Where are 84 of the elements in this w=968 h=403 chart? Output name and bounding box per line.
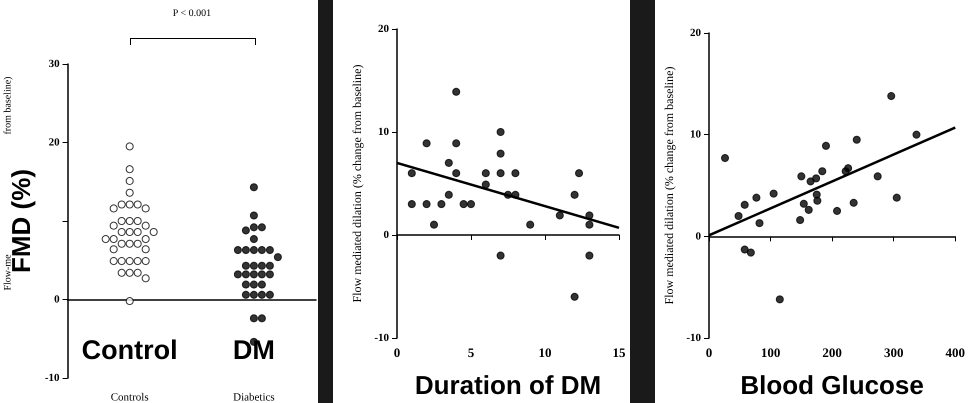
- point: [452, 88, 460, 96]
- point: [511, 169, 520, 178]
- y-tick-label: 10: [378, 126, 390, 138]
- point: [797, 172, 806, 180]
- text: P < 0.001: [172, 8, 212, 19]
- point: [452, 169, 460, 178]
- point: [770, 190, 778, 198]
- point: [874, 172, 882, 180]
- point: [482, 169, 490, 178]
- point: [818, 167, 826, 176]
- annotation: DM: [232, 335, 275, 366]
- point: [444, 158, 453, 167]
- y-tick-label: -10: [374, 332, 390, 344]
- point: [496, 252, 505, 260]
- point: [806, 177, 815, 186]
- annotation: Control: [82, 335, 178, 366]
- point: [813, 196, 822, 205]
- x-tick-label: 400: [946, 345, 965, 360]
- point: [721, 154, 730, 162]
- point: [804, 206, 813, 214]
- point: [892, 194, 901, 202]
- point: [422, 200, 431, 208]
- point: [408, 200, 416, 208]
- y-tick-label: 20: [690, 27, 702, 39]
- point: [467, 200, 475, 208]
- y-tick-label: 30: [48, 58, 60, 70]
- point: [752, 194, 760, 202]
- point: [585, 220, 594, 229]
- point: [482, 180, 490, 189]
- point: [575, 169, 584, 178]
- y-tick-label: -10: [686, 332, 702, 344]
- point: [570, 292, 579, 301]
- point: [496, 169, 505, 178]
- point: [746, 248, 755, 257]
- point: [430, 220, 438, 229]
- point: [833, 206, 842, 215]
- point: [556, 211, 564, 220]
- point: [570, 190, 579, 199]
- x-tick-label: 300: [884, 345, 904, 360]
- x-tick-label: 15: [612, 345, 626, 360]
- x-tick-label: Diabetics: [233, 392, 275, 403]
- x-axis-title: Blood Glucose: [740, 370, 924, 400]
- point: [776, 295, 784, 304]
- x-tick-label: 0: [706, 345, 712, 360]
- point: [496, 150, 505, 158]
- y-tick-label: 20: [48, 136, 60, 148]
- point: [812, 174, 820, 182]
- y-tick-label: 10: [690, 128, 702, 141]
- x-tick-label: 0: [394, 345, 400, 360]
- point: [850, 198, 858, 207]
- y-tick-label: 0: [696, 230, 702, 242]
- point: [437, 200, 446, 208]
- x-tick-label: 100: [760, 345, 780, 360]
- y-axis-title: Flow mediated dilation (% change from baseline): [662, 66, 676, 304]
- point: [444, 190, 453, 199]
- point: [452, 139, 460, 148]
- x-axis-title: Duration of DM: [414, 370, 602, 400]
- x-tick-label: Controls: [110, 392, 149, 403]
- point: [852, 136, 861, 144]
- y-tick-label: 0: [384, 229, 390, 241]
- text: from baseline): [2, 76, 14, 134]
- y-tick-label: -10: [44, 372, 60, 384]
- point: [408, 169, 416, 178]
- point: [496, 128, 505, 136]
- point: [460, 200, 468, 208]
- x-tick-label: 5: [468, 345, 475, 360]
- point: [844, 164, 852, 172]
- point: [800, 200, 808, 208]
- point: [740, 246, 749, 254]
- y-axis-title: Flow mediated dilation (% change from baseline): [350, 64, 364, 302]
- point: [912, 130, 920, 139]
- point: [887, 92, 896, 100]
- point: [526, 220, 534, 229]
- point: [585, 252, 594, 260]
- x-tick-label: 10: [538, 345, 552, 360]
- point: [822, 142, 830, 150]
- point: [740, 200, 749, 209]
- point: [755, 219, 764, 228]
- point: [422, 139, 431, 148]
- x-tick-label: 200: [822, 345, 842, 360]
- point: [734, 212, 743, 220]
- y-tick-label: 20: [378, 23, 390, 35]
- point: [796, 216, 804, 224]
- y-tick-label: 0: [54, 294, 60, 306]
